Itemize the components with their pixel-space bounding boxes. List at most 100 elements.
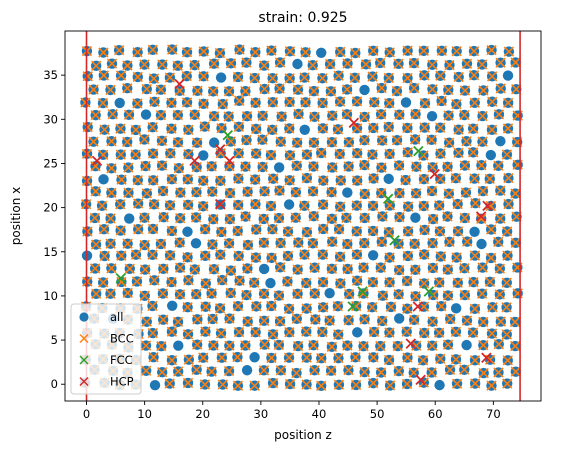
point-bcc	[435, 70, 446, 81]
x-axis-label: position z	[274, 428, 332, 442]
point-bcc	[359, 111, 370, 123]
point-bcc	[333, 379, 345, 390]
point-bcc	[427, 84, 438, 95]
point-bcc	[250, 47, 261, 58]
point-bcc	[477, 110, 488, 122]
point-bcc	[250, 97, 261, 108]
point-bcc	[427, 59, 438, 71]
point-bcc	[174, 262, 186, 273]
point-bcc	[240, 161, 251, 172]
point-bcc	[266, 300, 277, 312]
point-bcc	[401, 326, 412, 337]
point-bcc	[259, 186, 270, 197]
point-bcc	[299, 72, 310, 83]
point-bcc	[493, 338, 504, 350]
point-bcc	[284, 327, 295, 338]
point-bcc	[487, 302, 498, 313]
point-bcc	[410, 188, 422, 199]
point-bcc	[341, 109, 353, 120]
point-all	[324, 287, 335, 299]
legend-marker	[79, 334, 89, 343]
point-bcc	[274, 83, 285, 94]
point-bcc	[383, 226, 395, 238]
point-bcc	[275, 136, 286, 147]
point-bcc	[307, 238, 319, 249]
point-bcc	[282, 226, 294, 237]
point-bcc	[351, 226, 362, 237]
point-bcc	[164, 200, 176, 211]
point-bcc	[299, 200, 310, 211]
point-all	[461, 339, 472, 351]
y-tick-label: 15	[43, 245, 58, 259]
point-bcc	[486, 124, 498, 135]
point-bcc	[359, 159, 370, 171]
point-bcc	[486, 380, 497, 391]
point-bcc	[450, 354, 462, 365]
point-bcc	[139, 59, 150, 70]
point-bcc	[301, 326, 312, 337]
point-hcp	[481, 352, 492, 363]
point-bcc	[234, 44, 245, 55]
point-bcc	[192, 339, 203, 350]
point-bcc	[393, 289, 404, 300]
point-hcp	[214, 144, 226, 155]
point-bcc	[495, 185, 506, 196]
point-bcc	[259, 83, 270, 95]
point-bcc	[493, 160, 504, 171]
point-bcc	[249, 72, 260, 84]
point-bcc	[418, 45, 429, 57]
point-bcc	[182, 199, 194, 211]
point-bcc	[435, 148, 446, 159]
point-bcc	[96, 200, 108, 211]
point-bcc	[274, 185, 285, 196]
point-bcc	[258, 365, 270, 376]
point-bcc	[384, 148, 395, 160]
point-bcc	[343, 161, 354, 172]
point-bcc	[106, 187, 117, 198]
point-bcc	[341, 212, 352, 223]
point-bcc	[268, 173, 279, 184]
point-bcc	[401, 275, 413, 287]
point-bcc	[451, 98, 462, 110]
point-bcc	[284, 46, 296, 57]
point-bcc	[485, 252, 497, 264]
point-bcc	[427, 213, 439, 225]
point-bcc	[510, 366, 521, 377]
x-tick-label: 60	[428, 407, 443, 421]
point-bcc	[367, 149, 378, 160]
point-bcc	[476, 59, 488, 70]
point-bcc	[394, 211, 405, 223]
point-bcc	[510, 237, 521, 249]
legend-label: HCP	[110, 375, 134, 389]
point-bcc	[148, 175, 159, 186]
point-bcc	[258, 288, 270, 299]
point-bcc	[316, 352, 327, 364]
point-bcc	[158, 212, 169, 223]
legend-label: BCC	[110, 332, 134, 346]
point-all	[198, 150, 209, 161]
point-bcc	[241, 57, 252, 68]
point-bcc	[444, 364, 456, 375]
point-all	[182, 226, 193, 237]
point-bcc	[139, 290, 150, 301]
point-bcc	[283, 303, 295, 314]
point-bcc	[82, 71, 93, 82]
point-bcc	[132, 71, 143, 83]
point-bcc	[250, 123, 262, 135]
point-bcc	[478, 316, 489, 328]
point-bcc	[408, 57, 420, 69]
point-bcc	[130, 249, 142, 260]
point-bcc	[494, 289, 505, 300]
point-bcc	[351, 275, 363, 286]
point-bcc	[333, 352, 344, 364]
point-bcc	[359, 237, 370, 249]
point-bcc	[89, 212, 101, 224]
point-bcc	[166, 173, 178, 185]
point-bcc	[316, 380, 327, 391]
point-bcc	[403, 201, 414, 212]
point-bcc	[394, 109, 405, 120]
point-all	[167, 300, 178, 311]
point-hcp	[475, 211, 487, 222]
point-bcc	[206, 161, 217, 172]
point-bcc	[377, 290, 389, 301]
